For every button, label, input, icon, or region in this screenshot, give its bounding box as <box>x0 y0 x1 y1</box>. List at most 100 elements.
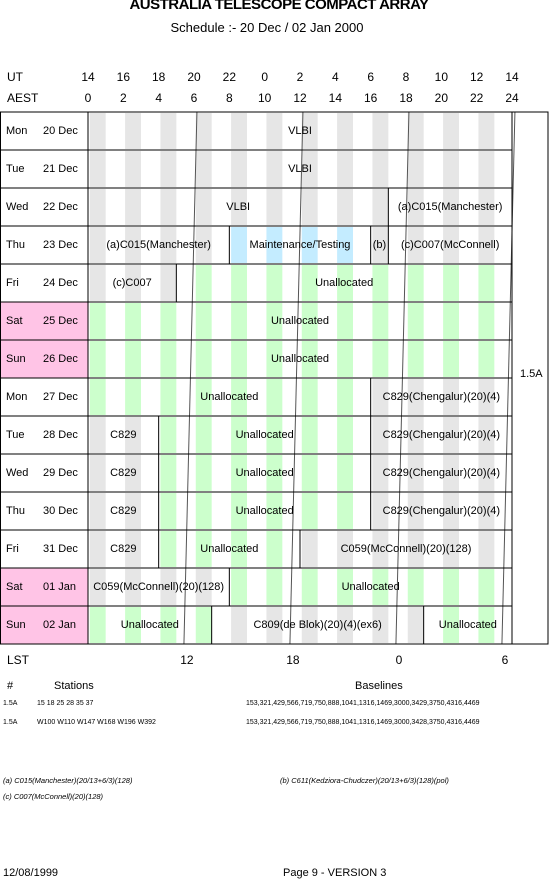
ut-tick: 8 <box>402 70 410 84</box>
hour-stripe <box>407 189 424 225</box>
hour-stripe <box>337 417 353 453</box>
hour-stripe <box>301 113 318 149</box>
hour-stripe <box>160 151 177 187</box>
booking-label: Unallocated <box>235 505 294 517</box>
hour-stripe <box>125 151 141 187</box>
hour-stripe <box>195 569 212 605</box>
hour-stripe <box>407 113 424 149</box>
day-date: 20 Dec <box>43 125 78 137</box>
station-row-stations: 15 18 25 28 35 37 <box>37 700 94 707</box>
hour-stripe <box>195 417 212 453</box>
day-date: 02 Jan <box>43 619 77 631</box>
hour-stripe <box>301 607 318 643</box>
hour-stripe <box>372 379 389 415</box>
schedule-grid <box>0 111 549 645</box>
hour-stripe <box>89 607 106 643</box>
hour-stripe <box>231 189 247 225</box>
lst-axis-label: LST <box>7 653 30 667</box>
aest-tick: 22 <box>469 91 484 105</box>
day-name: Wed <box>6 201 29 213</box>
hour-stripe <box>266 227 283 263</box>
hour-stripe <box>407 151 424 187</box>
hour-stripe <box>443 341 459 377</box>
booking-label: VLBI <box>288 163 312 175</box>
hour-stripe <box>266 455 283 491</box>
day-date: 21 Dec <box>43 163 78 175</box>
hour-stripe <box>301 531 318 567</box>
ut-tick: 0 <box>261 70 268 84</box>
day-name: Tue <box>6 429 25 441</box>
hour-stripe <box>125 303 141 339</box>
hour-stripe <box>407 265 424 301</box>
hour-stripe <box>301 151 318 187</box>
day-name: Mon <box>6 125 28 137</box>
hour-stripe <box>443 151 459 187</box>
hour-stripe <box>372 607 389 643</box>
hour-stripe <box>443 531 459 567</box>
hour-stripe <box>125 417 141 453</box>
hour-stripe <box>266 379 283 415</box>
booking-label: C829 <box>110 467 137 479</box>
hour-stripe <box>337 493 353 529</box>
hour-stripe <box>478 227 495 263</box>
booking-label: Unallocated <box>200 391 259 403</box>
hour-stripe <box>478 189 495 225</box>
hour-stripe <box>478 493 495 529</box>
hour-stripe <box>89 189 106 225</box>
hour-stripe <box>125 493 141 529</box>
hour-stripe <box>266 569 283 605</box>
hour-stripe <box>301 455 318 491</box>
lst-tick: 12 <box>180 653 194 667</box>
hour-stripe <box>231 455 247 491</box>
hour-stripe <box>195 607 212 643</box>
hour-stripe <box>301 379 318 415</box>
stations-header: Stations <box>54 680 94 692</box>
day-date: 22 Dec <box>43 201 78 213</box>
aest-tick: 4 <box>155 91 162 105</box>
hour-stripe <box>301 493 318 529</box>
hour-stripe <box>372 227 389 263</box>
hour-stripe <box>89 455 106 491</box>
booking-label: C829(Chengalur)(20)(4) <box>382 391 501 403</box>
booking-label: C829 <box>110 543 137 555</box>
day-date: 29 Dec <box>43 467 78 479</box>
hour-stripe <box>266 531 283 567</box>
ut-tick: 4 <box>331 70 339 84</box>
hour-stripe <box>160 113 177 149</box>
hour-stripe <box>231 379 247 415</box>
hour-stripe <box>372 265 389 301</box>
booking-label: Unallocated <box>120 619 179 631</box>
hour-stripe <box>443 493 459 529</box>
hour-stripe <box>443 227 459 263</box>
day-name: Fri <box>6 277 19 289</box>
hour-stripe <box>443 455 459 491</box>
hour-stripe <box>231 341 247 377</box>
hour-stripe <box>266 417 283 453</box>
hour-stripe <box>337 341 353 377</box>
day-date: 31 Dec <box>43 543 78 555</box>
ut-tick: 18 <box>151 70 166 84</box>
hour-stripe <box>407 531 424 567</box>
aest-tick: 24 <box>505 91 519 105</box>
hour-stripe <box>231 569 247 605</box>
booking-label: C809(de Blok)(20)(4)(ex6) <box>253 619 382 631</box>
ut-tick: 10 <box>434 70 448 84</box>
hour-stripe <box>160 569 177 605</box>
ut-tick: 2 <box>296 70 304 84</box>
hour-stripe <box>125 227 141 263</box>
hour-stripe <box>337 569 353 605</box>
hour-stripe <box>407 341 424 377</box>
hour-stripe <box>195 265 212 301</box>
lst-tick: 6 <box>501 653 509 667</box>
hour-stripe <box>266 493 283 529</box>
hour-stripe <box>89 569 106 605</box>
hour-stripe <box>372 151 389 187</box>
day-name: Mon <box>6 391 28 403</box>
hour-stripe <box>195 455 212 491</box>
hour-stripe <box>125 569 141 605</box>
hour-stripe <box>337 303 353 339</box>
hour-stripe <box>231 303 247 339</box>
hour-stripe <box>125 531 141 567</box>
booking-label: Unallocated <box>200 543 259 555</box>
hour-stripe <box>231 417 247 453</box>
